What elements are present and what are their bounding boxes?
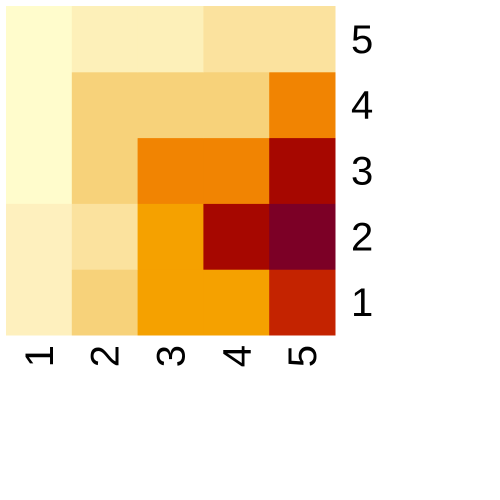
heatmap-cell-x5-y1 bbox=[269, 269, 336, 336]
y-tick-label: 1 bbox=[351, 281, 373, 325]
heatmap-cell-x2-y2 bbox=[71, 203, 139, 270]
heatmap-cell-x4-y1 bbox=[203, 269, 270, 336]
heatmap-cell-x3-y4 bbox=[137, 71, 204, 139]
heatmap-cell-x5-y4 bbox=[269, 71, 336, 139]
x-tick-label: 1 bbox=[18, 345, 62, 367]
y-tick-label: 4 bbox=[351, 84, 373, 128]
x-tick-label: 3 bbox=[150, 345, 194, 367]
x-tick-label: 5 bbox=[281, 345, 325, 367]
heatmap-cell-x4-y4 bbox=[203, 71, 270, 139]
heatmap-cell-x2-y5 bbox=[71, 6, 139, 73]
x-tick-label: 2 bbox=[84, 345, 128, 367]
heatmap-cell-x3-y2 bbox=[137, 203, 204, 270]
y-tick-label: 2 bbox=[351, 215, 373, 259]
heatmap-cell-x1-y1 bbox=[6, 269, 73, 336]
heatmap-cell-x1-y2 bbox=[6, 203, 73, 270]
heatmap-cell-x3-y3 bbox=[137, 137, 204, 204]
heatmap-cell-x1-y5 bbox=[6, 6, 73, 73]
heatmap-cell-x5-y3 bbox=[269, 137, 336, 204]
heatmap-cell-x1-y4 bbox=[6, 71, 73, 139]
heatmap-cell-x2-y4 bbox=[71, 71, 139, 139]
heatmap-cell-x3-y5 bbox=[137, 6, 204, 73]
heatmap-cell-x3-y1 bbox=[137, 269, 204, 336]
heatmap-cell-x4-y2 bbox=[203, 203, 270, 270]
heatmap-cell-x5-y2 bbox=[269, 203, 336, 270]
heatmap-cells bbox=[6, 6, 336, 336]
y-tick-label: 3 bbox=[351, 150, 373, 194]
heatmap-cell-x1-y3 bbox=[6, 137, 73, 204]
heatmap-cell-x4-y5 bbox=[203, 6, 270, 73]
x-tick-label: 4 bbox=[215, 345, 259, 367]
heatmap-cell-x4-y3 bbox=[203, 137, 270, 204]
y-tick-label: 5 bbox=[351, 18, 373, 62]
heatmap-cell-x2-y3 bbox=[71, 137, 139, 204]
heatmap-cell-x5-y5 bbox=[269, 6, 336, 73]
y-axis-tick-labels: 1 2 3 4 5 bbox=[351, 18, 373, 325]
heatmap-cell-x2-y1 bbox=[71, 269, 139, 336]
